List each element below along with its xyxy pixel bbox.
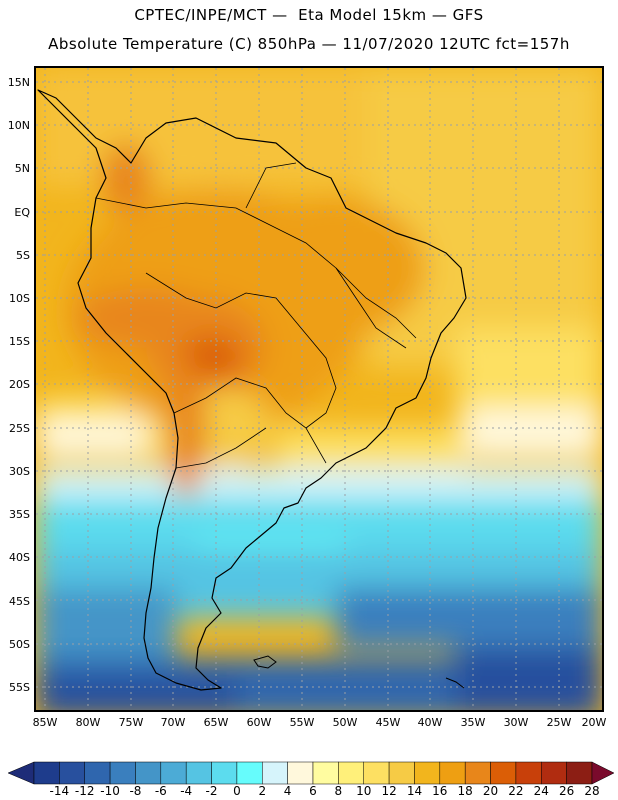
legend-swatch	[236, 761, 263, 785]
legend-swatch	[211, 761, 238, 785]
legend-label: -10	[100, 784, 120, 798]
lat-label: 30S	[9, 465, 30, 478]
lon-label: 25W	[546, 716, 572, 729]
lat-label: 35S	[9, 508, 30, 521]
legend-label: 2	[258, 784, 267, 798]
legend-label: 4	[283, 784, 292, 798]
temperature-map	[34, 66, 604, 712]
legend-swatch	[109, 761, 136, 785]
legend-label: 28	[584, 784, 600, 798]
legend-swatch	[439, 761, 466, 785]
legend-swatch	[338, 761, 364, 785]
lat-label: 15S	[9, 335, 30, 348]
legend-swatch	[59, 761, 85, 785]
legend-swatch	[515, 761, 542, 785]
south-georgia	[445, 677, 465, 689]
lon-label: 20W	[581, 716, 607, 729]
legend-swatch	[566, 761, 593, 785]
lat-label: 10S	[9, 292, 30, 305]
legend-label: 10	[356, 784, 372, 798]
lon-label: 50W	[332, 716, 358, 729]
title-line-1: CPTEC/INPE/MCT — Eta Model 15km — GFS	[134, 6, 484, 24]
legend-label: -6	[154, 784, 167, 798]
lat-label: 10N	[7, 119, 30, 132]
legend-label: 0	[233, 784, 241, 798]
lat-label: 15N	[7, 76, 30, 89]
lat-label: 25S	[9, 422, 30, 435]
legend-label: -8	[129, 784, 142, 798]
lat-label: 40S	[9, 551, 30, 564]
legend-swatch	[287, 761, 314, 785]
legend-label: 6	[309, 784, 317, 798]
lon-label: 30W	[503, 716, 529, 729]
legend-swatch	[262, 761, 288, 785]
lon-label: 35W	[460, 716, 486, 729]
lon-label: 75W	[118, 716, 144, 729]
lat-label: 50S	[9, 638, 30, 651]
color-legend	[7, 761, 615, 785]
legend-label: -14	[49, 784, 70, 798]
map-canvas	[36, 68, 602, 710]
legend-swatch	[388, 761, 415, 785]
legend-label: 20	[482, 784, 499, 798]
legend-swatch	[363, 761, 390, 785]
legend-swatch	[312, 761, 339, 785]
legend-label: 16	[432, 784, 448, 798]
legend-swatch	[160, 761, 187, 785]
legend-swatch	[541, 761, 567, 785]
legend-arrow-high	[591, 761, 615, 785]
legend-swatch	[464, 761, 491, 785]
title-line-2: Absolute Temperature (C) 850hPa — 11/07/…	[48, 35, 570, 53]
legend-label: 14	[406, 784, 423, 798]
lon-label: 85W	[32, 716, 58, 729]
lat-label: 5N	[14, 162, 30, 175]
lon-label: 55W	[289, 716, 315, 729]
legend-label: -4	[180, 784, 193, 798]
lon-label: 60W	[246, 716, 272, 729]
lat-label: 20S	[9, 378, 30, 391]
country-borders	[95, 162, 417, 469]
legend-swatch	[490, 761, 517, 785]
lon-label: 70W	[160, 716, 186, 729]
legend-label: -2	[205, 784, 218, 798]
legend-label: 12	[381, 784, 397, 798]
south-america-outline	[37, 89, 467, 691]
lat-label: 55S	[9, 681, 30, 694]
legend-swatch	[414, 761, 441, 785]
legend-swatch	[84, 761, 111, 785]
lon-label: 65W	[203, 716, 229, 729]
legend-label: -12	[74, 784, 95, 798]
legend-swatch	[135, 761, 162, 785]
legend-swatch	[33, 761, 60, 785]
lat-label: 5S	[16, 249, 30, 262]
legend-label: 18	[457, 784, 473, 798]
legend-label: 22	[508, 784, 524, 798]
legend-swatch	[185, 761, 212, 785]
lat-label: EQ	[14, 206, 30, 219]
falkland-islands	[253, 655, 277, 669]
legend-label: 26	[558, 784, 575, 798]
lat-label: 45S	[9, 595, 30, 608]
temperature-field	[36, 68, 602, 710]
legend-arrow-low	[7, 761, 35, 785]
lon-label: 40W	[417, 716, 443, 729]
legend-label: 24	[533, 784, 549, 798]
graticule	[36, 68, 602, 710]
lon-label: 80W	[75, 716, 101, 729]
lon-label: 45W	[375, 716, 401, 729]
legend-label: 8	[334, 784, 343, 798]
